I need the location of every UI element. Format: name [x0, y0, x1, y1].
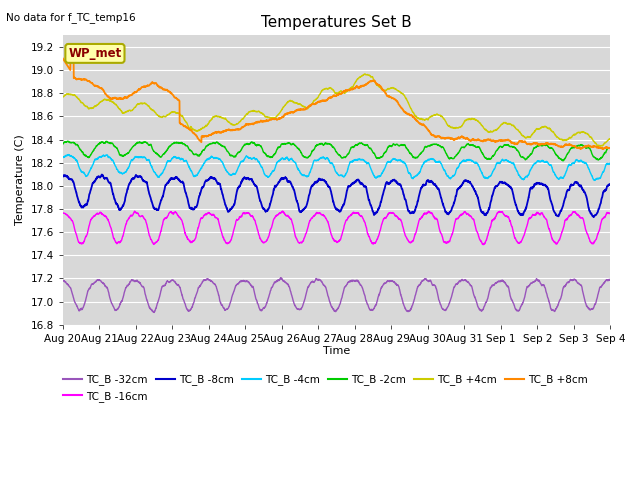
TC_B +8cm: [606, 145, 614, 151]
TC_B -2cm: [64, 138, 72, 144]
Line: TC_B -4cm: TC_B -4cm: [63, 155, 611, 180]
Y-axis label: Temperature (C): Temperature (C): [15, 134, 25, 226]
TC_B +8cm: [607, 145, 614, 151]
TC_B -2cm: [400, 142, 408, 148]
TC_B +8cm: [399, 108, 407, 113]
TC_B -16cm: [176, 215, 184, 221]
TC_B -32cm: [212, 283, 220, 289]
Text: No data for f_TC_temp16: No data for f_TC_temp16: [6, 12, 136, 23]
TC_B -32cm: [59, 277, 67, 283]
TC_B -8cm: [606, 182, 614, 188]
TC_B -8cm: [554, 214, 562, 219]
TC_B -32cm: [400, 302, 408, 308]
TC_B +4cm: [390, 85, 398, 91]
Line: TC_B +8cm: TC_B +8cm: [63, 59, 611, 149]
TC_B +8cm: [59, 56, 67, 61]
TC_B -32cm: [150, 310, 158, 315]
TC_B +4cm: [212, 113, 220, 119]
TC_B +8cm: [390, 96, 397, 102]
TC_B -32cm: [555, 300, 563, 306]
TC_B +4cm: [59, 94, 67, 100]
TC_B -16cm: [424, 208, 432, 214]
TC_B -2cm: [59, 141, 67, 147]
TC_B -4cm: [591, 178, 598, 183]
TC_B +8cm: [600, 146, 607, 152]
TC_B -32cm: [276, 275, 284, 281]
TC_B -2cm: [177, 140, 184, 146]
TC_B -4cm: [212, 156, 220, 161]
TC_B -16cm: [212, 215, 220, 221]
TC_B +4cm: [596, 143, 604, 149]
TC_B -4cm: [59, 155, 67, 160]
TC_B -4cm: [65, 152, 72, 157]
TC_B -8cm: [607, 181, 614, 187]
TC_B -32cm: [177, 286, 184, 291]
TC_B -2cm: [559, 158, 566, 164]
TC_B -4cm: [606, 160, 614, 166]
TC_B -4cm: [607, 160, 614, 166]
TC_B +4cm: [554, 135, 562, 141]
TC_B +4cm: [607, 136, 614, 142]
TC_B -8cm: [59, 174, 67, 180]
Legend: TC_B -32cm, TC_B -16cm, TC_B -8cm, TC_B -4cm, TC_B -2cm, TC_B +4cm, TC_B +8cm: TC_B -32cm, TC_B -16cm, TC_B -8cm, TC_B …: [59, 371, 592, 406]
TC_B -8cm: [590, 214, 598, 220]
TC_B -32cm: [606, 277, 614, 283]
TC_B -8cm: [98, 172, 106, 178]
TC_B -16cm: [59, 210, 67, 216]
Line: TC_B +4cm: TC_B +4cm: [63, 74, 611, 146]
TC_B -4cm: [554, 176, 562, 182]
TC_B -16cm: [607, 210, 614, 216]
X-axis label: Time: Time: [323, 347, 350, 357]
TC_B +4cm: [400, 92, 408, 97]
TC_B -2cm: [607, 144, 614, 150]
TC_B -16cm: [390, 211, 397, 216]
TC_B +4cm: [361, 71, 369, 77]
Line: TC_B -8cm: TC_B -8cm: [63, 175, 611, 217]
TC_B -16cm: [555, 238, 563, 244]
Line: TC_B -16cm: TC_B -16cm: [63, 211, 611, 245]
TC_B -16cm: [606, 210, 614, 216]
Text: WP_met: WP_met: [68, 47, 122, 60]
TC_B -8cm: [390, 177, 398, 183]
TC_B +8cm: [176, 120, 184, 126]
TC_B -2cm: [554, 155, 562, 160]
TC_B -8cm: [400, 192, 408, 197]
TC_B +8cm: [212, 130, 220, 135]
TC_B -4cm: [400, 159, 408, 165]
TC_B -8cm: [177, 179, 184, 184]
TC_B -16cm: [479, 242, 487, 248]
TC_B -8cm: [212, 177, 220, 183]
TC_B +4cm: [176, 111, 184, 117]
TC_B -4cm: [177, 156, 184, 162]
Line: TC_B -2cm: TC_B -2cm: [63, 141, 611, 161]
TC_B +8cm: [554, 144, 562, 149]
TC_B -32cm: [607, 277, 614, 283]
TC_B -4cm: [390, 156, 398, 162]
TC_B -32cm: [390, 279, 398, 285]
Line: TC_B -32cm: TC_B -32cm: [63, 278, 611, 312]
TC_B -2cm: [606, 144, 614, 150]
TC_B -16cm: [399, 226, 407, 231]
Title: Temperatures Set B: Temperatures Set B: [261, 15, 412, 30]
TC_B -2cm: [390, 141, 398, 147]
TC_B -2cm: [212, 140, 220, 146]
TC_B +4cm: [606, 136, 614, 142]
